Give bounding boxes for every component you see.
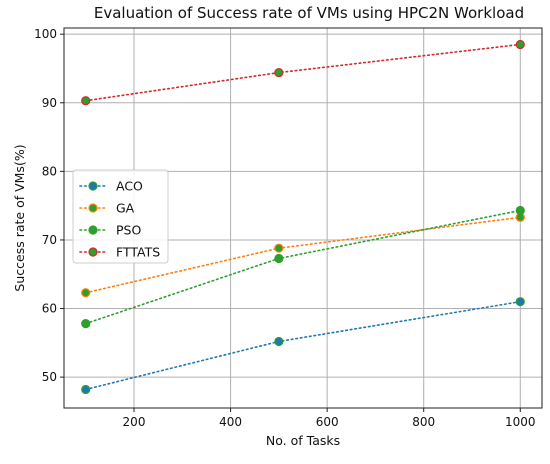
x-tick-label: 200 [123,415,146,429]
legend-marker-aco [88,181,98,191]
x-tick-label: 600 [316,415,339,429]
legend-label-aco: ACO [116,179,143,194]
y-tick-label: 50 [42,370,57,384]
legend-label-pso: PSO [116,223,141,238]
plot-frame [63,27,543,409]
data-point-pso [274,253,284,264]
series-markers [81,39,525,395]
y-axis-ticks: 50 60 70 80 90 100 [34,27,64,384]
y-tick-label: 100 [34,27,57,41]
legend-label-fttats: FTTATS [116,245,160,260]
chart-title: Evaluation of Success rate of VMs using … [94,4,524,22]
legend-box [72,169,169,264]
y-tick-label: 80 [42,164,57,178]
y-tick-label: 60 [42,302,57,316]
x-axis-label: No. of Tasks [266,433,340,448]
legend-marker-pso [88,225,98,235]
data-point-aco [81,384,91,395]
data-point-ga [81,288,91,298]
y-axis-label: Success rate of VMs(%) [12,144,27,291]
data-point-ga [274,243,284,253]
x-tick-label: 400 [219,415,242,429]
x-axis-ticks: 200 400 600 800 1000 [123,408,536,429]
data-point-fttats [274,67,284,78]
data-point-pso [81,319,91,329]
data-point-pso [515,205,525,216]
legend: ACO GA PSO FTTATS [72,169,169,264]
y-tick-label: 70 [42,233,57,247]
legend-label-ga: GA [116,201,135,216]
data-point-fttats [515,39,525,50]
legend-marker-fttats [88,247,98,257]
legend-marker-ga [88,203,98,213]
data-point-fttats [81,96,91,106]
x-tick-label: 1000 [505,415,536,429]
y-tick-label: 90 [42,96,57,110]
x-tick-label: 800 [412,415,435,429]
data-point-aco [274,336,284,347]
data-point-aco [515,297,525,307]
